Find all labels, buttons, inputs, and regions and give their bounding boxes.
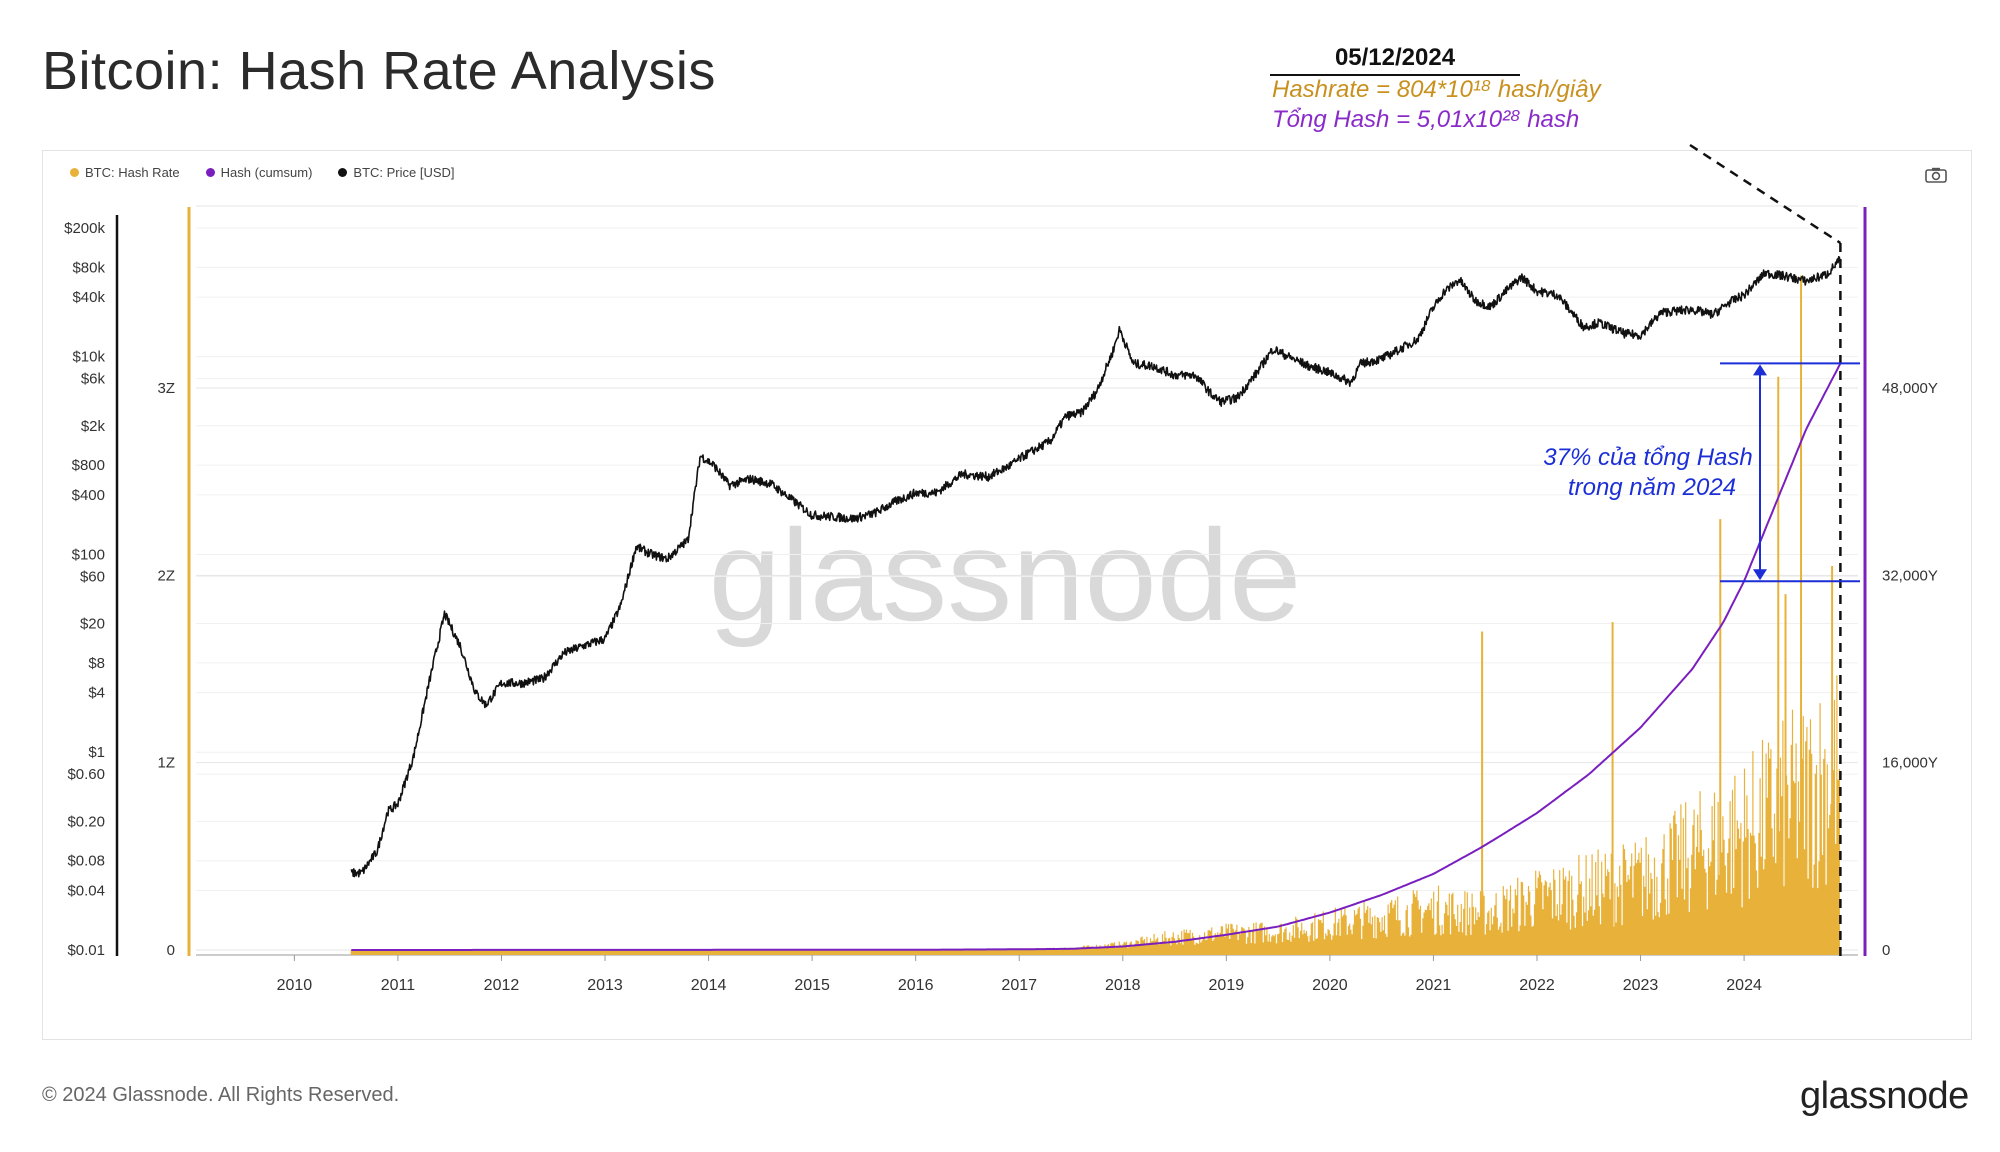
x-tick-label: 2015 bbox=[794, 977, 830, 994]
legend-dot-icon bbox=[205, 168, 215, 177]
hash-rate-tick-label: 1Z bbox=[157, 755, 175, 772]
price-tick-label: $2k bbox=[81, 418, 106, 435]
x-tick-label: 2014 bbox=[691, 977, 727, 994]
price-tick-label: $0.08 bbox=[67, 853, 105, 870]
hash-rate-series bbox=[350, 675, 1840, 955]
cumsum-tick-label: 32,000Y bbox=[1882, 567, 1938, 584]
x-tick-label: 2019 bbox=[1209, 977, 1245, 994]
price-tick-label: $80k bbox=[72, 259, 105, 276]
pct-annotation-line2: trong năm 2024 bbox=[1568, 474, 1736, 501]
legend-dot-icon bbox=[338, 168, 348, 177]
x-tick-label: 2024 bbox=[1726, 977, 1762, 994]
price-tick-label: $200k bbox=[64, 220, 105, 237]
legend-label: BTC: Price [USD] bbox=[353, 165, 455, 180]
x-tick-label: 2016 bbox=[898, 977, 934, 994]
price-tick-label: $0.60 bbox=[67, 766, 105, 783]
annotation-hashrate: Hashrate = 804*10¹⁸ hash/giây bbox=[1272, 76, 1601, 103]
price-tick-label: $0.20 bbox=[67, 813, 105, 830]
legend-item-price[interactable]: BTC: Price [USD] bbox=[338, 165, 455, 180]
price-tick-label: $400 bbox=[72, 487, 105, 504]
camera-icon[interactable] bbox=[1925, 167, 1947, 183]
cumsum-tick-label: 48,000Y bbox=[1882, 380, 1938, 397]
price-tick-label: $20 bbox=[80, 616, 105, 633]
price-tick-label: $10k bbox=[72, 349, 105, 366]
x-tick-label: 2012 bbox=[484, 977, 520, 994]
cumsum-tick-label: 16,000Y bbox=[1882, 755, 1938, 772]
x-tick-label: 2023 bbox=[1623, 977, 1659, 994]
arrow-up-icon bbox=[1753, 364, 1767, 376]
x-tick-label: 2013 bbox=[587, 977, 623, 994]
price-tick-label: $8 bbox=[88, 655, 105, 672]
price-tick-label: $60 bbox=[80, 568, 105, 585]
x-tick-label: 2018 bbox=[1105, 977, 1141, 994]
price-tick-label: $4 bbox=[88, 685, 105, 702]
legend-item-hash-rate[interactable]: BTC: Hash Rate bbox=[70, 165, 180, 180]
price-tick-label: $40k bbox=[72, 289, 105, 306]
x-tick-label: 2022 bbox=[1519, 977, 1555, 994]
copyright-footer: © 2024 Glassnode. All Rights Reserved. bbox=[42, 1084, 400, 1106]
legend-item-cumsum[interactable]: Hash (cumsum) bbox=[205, 165, 313, 180]
annotation-total-hash: Tổng Hash = 5,01x10²⁸ hash bbox=[1272, 106, 1580, 133]
x-tick-label: 2011 bbox=[381, 977, 416, 994]
hash-rate-tick-label: 3Z bbox=[157, 380, 175, 397]
x-tick-label: 2021 bbox=[1416, 977, 1452, 994]
pct-annotation-line1: 37% của tổng Hash bbox=[1543, 444, 1752, 471]
hash-rate-tick-label: 2Z bbox=[157, 567, 175, 584]
legend-label: Hash (cumsum) bbox=[220, 165, 313, 180]
hash-rate-tick-label: 0 bbox=[167, 942, 175, 959]
price-tick-label: $0.04 bbox=[67, 882, 105, 899]
x-tick-label: 2020 bbox=[1312, 977, 1348, 994]
price-tick-label: $0.01 bbox=[67, 942, 105, 959]
price-tick-label: $100 bbox=[72, 546, 105, 563]
legend-dot-icon bbox=[70, 168, 79, 177]
x-tick-label: 2010 bbox=[277, 977, 313, 994]
cumsum-tick-label: 0 bbox=[1882, 942, 1890, 959]
price-tick-label: $800 bbox=[72, 457, 105, 474]
price-tick-label: $6k bbox=[81, 371, 106, 388]
chart-legend: BTC: Hash Rate Hash (cumsum) BTC: Price … bbox=[70, 165, 455, 180]
price-series bbox=[350, 256, 1841, 878]
arrow-down-icon bbox=[1753, 569, 1767, 581]
price-tick-label: $1 bbox=[88, 744, 105, 761]
x-tick-label: 2017 bbox=[1001, 977, 1037, 994]
legend-label: BTC: Hash Rate bbox=[85, 165, 180, 180]
page-title: Bitcoin: Hash Rate Analysis bbox=[42, 41, 716, 101]
glassnode-logo: glassnode bbox=[1800, 1075, 1969, 1117]
annotation-pointer-line bbox=[1689, 143, 1842, 245]
cumsum-series bbox=[351, 362, 1842, 951]
annotation-date: 05/12/2024 bbox=[1270, 44, 1520, 76]
